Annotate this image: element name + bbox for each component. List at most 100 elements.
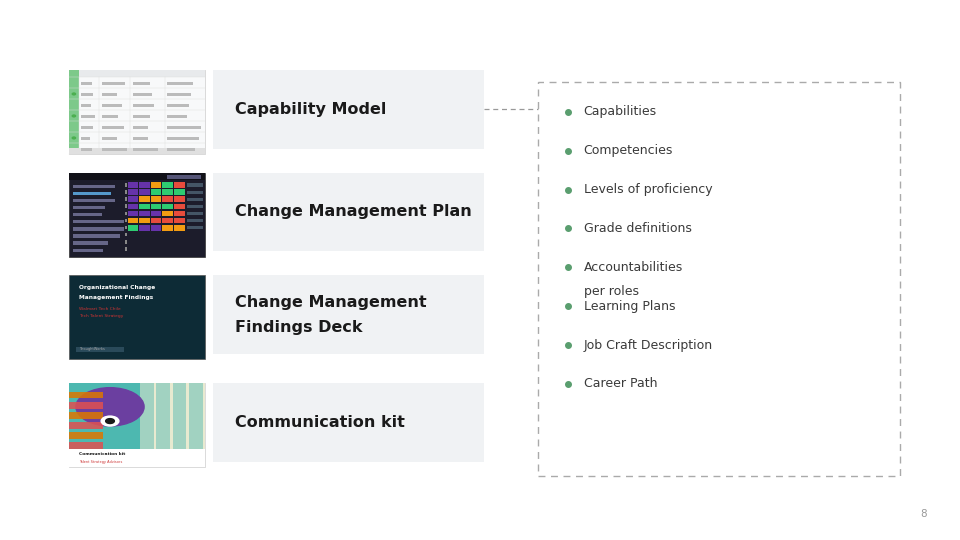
- Bar: [102, 125, 124, 129]
- Bar: [69, 70, 205, 154]
- Bar: [69, 402, 103, 408]
- Bar: [151, 197, 161, 202]
- Bar: [162, 183, 173, 188]
- Bar: [139, 204, 150, 209]
- Bar: [69, 383, 205, 449]
- Bar: [151, 211, 161, 217]
- Bar: [167, 114, 187, 118]
- Bar: [133, 104, 154, 106]
- Bar: [69, 383, 205, 467]
- Bar: [102, 104, 122, 106]
- Bar: [69, 392, 103, 399]
- Bar: [69, 70, 205, 77]
- Bar: [128, 225, 138, 231]
- Bar: [73, 234, 120, 238]
- Bar: [151, 190, 161, 195]
- Bar: [151, 183, 161, 188]
- Text: Grade definitions: Grade definitions: [584, 222, 691, 235]
- Bar: [187, 205, 204, 208]
- Bar: [133, 92, 152, 96]
- Text: Change Management: Change Management: [235, 295, 426, 310]
- Bar: [167, 137, 199, 140]
- Bar: [162, 204, 173, 209]
- Bar: [213, 173, 484, 251]
- Bar: [82, 147, 92, 151]
- Bar: [139, 218, 150, 224]
- Text: Learning Plans: Learning Plans: [584, 300, 675, 313]
- Bar: [102, 92, 116, 96]
- Text: Management Findings: Management Findings: [79, 295, 153, 300]
- Bar: [128, 190, 138, 195]
- Bar: [174, 190, 184, 195]
- Text: Findings Deck: Findings Deck: [235, 320, 362, 335]
- Bar: [162, 225, 173, 231]
- Bar: [174, 225, 184, 231]
- Bar: [156, 383, 170, 449]
- Bar: [73, 220, 124, 224]
- Bar: [73, 206, 105, 209]
- Text: Talent Strategy Advisors: Talent Strategy Advisors: [79, 460, 122, 464]
- Bar: [128, 197, 138, 202]
- Bar: [125, 205, 127, 208]
- Bar: [167, 125, 201, 129]
- Bar: [82, 104, 91, 106]
- Bar: [102, 114, 117, 118]
- Circle shape: [76, 388, 144, 426]
- Bar: [125, 183, 127, 187]
- Bar: [151, 204, 161, 209]
- Text: Communication kit: Communication kit: [79, 451, 125, 456]
- Circle shape: [72, 93, 76, 95]
- Bar: [167, 176, 202, 179]
- Bar: [73, 192, 102, 195]
- Bar: [102, 82, 125, 85]
- Bar: [73, 199, 115, 202]
- Bar: [187, 226, 204, 230]
- Bar: [173, 383, 186, 449]
- Bar: [76, 347, 124, 353]
- Circle shape: [72, 115, 76, 117]
- Bar: [187, 191, 204, 194]
- Bar: [82, 92, 93, 96]
- Bar: [187, 219, 204, 222]
- Text: per roles: per roles: [584, 285, 638, 298]
- Bar: [151, 225, 161, 231]
- Bar: [69, 275, 205, 359]
- Bar: [125, 247, 127, 251]
- Bar: [133, 125, 148, 129]
- Bar: [69, 148, 205, 154]
- Text: Job Craft Description: Job Craft Description: [584, 339, 713, 352]
- Bar: [125, 233, 127, 237]
- Bar: [69, 173, 205, 180]
- Bar: [140, 383, 205, 449]
- Bar: [73, 213, 102, 217]
- Bar: [187, 184, 204, 187]
- Bar: [213, 70, 484, 148]
- Bar: [128, 183, 138, 188]
- Bar: [128, 218, 138, 224]
- Text: Career Path: Career Path: [584, 377, 658, 390]
- Bar: [151, 218, 161, 224]
- Bar: [133, 114, 150, 118]
- Bar: [69, 70, 79, 154]
- Bar: [538, 82, 900, 476]
- Bar: [73, 241, 108, 245]
- Text: Levels of proficiency: Levels of proficiency: [584, 183, 712, 196]
- Bar: [162, 218, 173, 224]
- Bar: [187, 198, 204, 201]
- Bar: [69, 449, 205, 467]
- Bar: [174, 211, 184, 217]
- Bar: [167, 92, 190, 96]
- Bar: [69, 432, 103, 438]
- Bar: [69, 442, 103, 449]
- Circle shape: [106, 418, 114, 423]
- Bar: [133, 82, 151, 85]
- Bar: [102, 147, 127, 151]
- Text: Tech Talent Strategy: Tech Talent Strategy: [79, 314, 123, 318]
- Bar: [125, 190, 127, 194]
- Bar: [82, 114, 95, 118]
- Bar: [125, 226, 127, 230]
- Bar: [133, 137, 149, 140]
- Bar: [82, 125, 93, 129]
- Text: Change Management Plan: Change Management Plan: [235, 205, 471, 219]
- Bar: [82, 82, 92, 85]
